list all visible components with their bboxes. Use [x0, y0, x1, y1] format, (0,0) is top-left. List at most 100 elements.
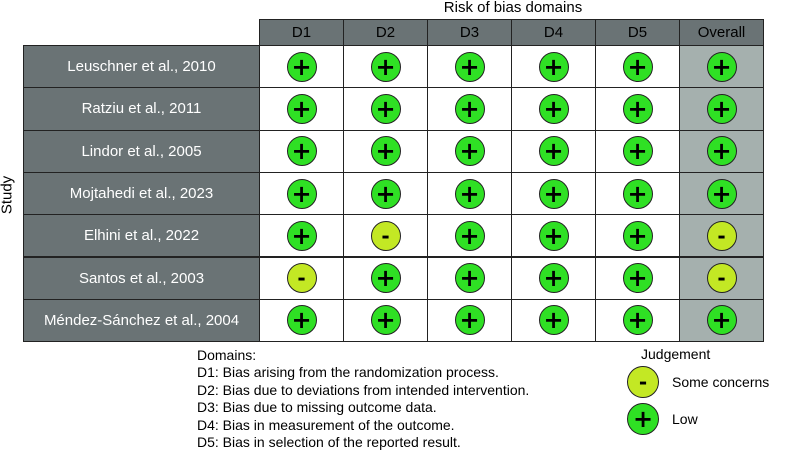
- low-risk-icon: +: [622, 93, 653, 124]
- low-risk-icon: +: [370, 263, 401, 294]
- low-risk-icon: +: [706, 178, 737, 209]
- study-row-label: Santos et al., 2003: [23, 256, 260, 300]
- y-axis-label: Study: [0, 175, 16, 215]
- low-risk-icon: +: [370, 178, 401, 209]
- low-risk-icon: +: [538, 136, 569, 167]
- low-risk-icon: +: [370, 305, 401, 336]
- plus-symbol: +: [375, 137, 396, 166]
- study-name: Santos et al., 2003: [78, 269, 205, 287]
- column-header-d2: D2: [343, 19, 428, 46]
- plus-symbol: +: [627, 94, 648, 123]
- low-risk-icon: +: [538, 305, 569, 336]
- legend-item-low: + Low: [627, 403, 698, 435]
- judgement-cell: -: [679, 214, 764, 258]
- judgement-cell: +: [427, 45, 512, 89]
- judgement-cell: +: [511, 214, 596, 258]
- plus-symbol: +: [627, 221, 648, 250]
- plus-symbol: +: [375, 264, 396, 293]
- judgement-cell: +: [511, 298, 596, 343]
- low-risk-icon: +: [622, 263, 653, 294]
- judgement-cell: +: [595, 256, 680, 300]
- judgement-cell: +: [679, 298, 764, 343]
- low-risk-icon: +: [538, 220, 569, 251]
- judgement-legend-title: Judgement: [641, 346, 711, 362]
- plus-symbol: +: [711, 137, 732, 166]
- low-risk-icon: +: [286, 178, 317, 209]
- legend-label-some-concerns: Some concerns: [672, 374, 770, 390]
- plus-symbol: +: [543, 306, 564, 335]
- study-row-label: Méndez-Sánchez et al., 2004: [23, 298, 260, 343]
- low-risk-icon: +: [286, 220, 317, 251]
- judgement-cell: +: [259, 87, 344, 131]
- plus-symbol: +: [291, 306, 312, 335]
- plus-symbol: +: [291, 179, 312, 208]
- domains-legend-item: D5: Bias in selection of the reported re…: [197, 434, 461, 451]
- plus-symbol: +: [291, 52, 312, 81]
- some-concerns-icon: -: [627, 366, 659, 398]
- judgement-cell: +: [511, 87, 596, 131]
- plus-symbol: +: [459, 306, 480, 335]
- plus-symbol: +: [291, 137, 312, 166]
- judgement-cell: +: [679, 87, 764, 131]
- judgement-legend: Judgement - Some concerns + Low: [627, 344, 787, 459]
- column-header-d4: D4: [511, 19, 596, 46]
- plus-symbol: +: [543, 52, 564, 81]
- column-header-d5: D5: [595, 19, 680, 46]
- judgement-cell: +: [259, 45, 344, 89]
- plus-symbol: +: [375, 179, 396, 208]
- judgement-cell: +: [427, 171, 512, 216]
- minus-symbol: -: [297, 266, 306, 291]
- study-name: Méndez-Sánchez et al., 2004: [43, 311, 240, 329]
- low-risk-icon: +: [538, 93, 569, 124]
- column-header-d1: D1: [259, 19, 344, 46]
- low-risk-icon: +: [538, 178, 569, 209]
- low-risk-icon: +: [454, 178, 485, 209]
- plus-symbol: +: [459, 137, 480, 166]
- plus-symbol: +: [459, 221, 480, 250]
- low-risk-icon: +: [454, 51, 485, 82]
- plus-symbol: +: [627, 264, 648, 293]
- study-name: Mojtahedi et al., 2023: [69, 185, 214, 203]
- plus-symbol: +: [459, 179, 480, 208]
- plus-symbol: +: [459, 94, 480, 123]
- low-risk-icon: +: [454, 305, 485, 336]
- plus-symbol: +: [375, 94, 396, 123]
- study-row-label: Ratziu et al., 2011: [23, 87, 260, 131]
- low-risk-icon: +: [622, 178, 653, 209]
- minus-symbol: -: [381, 223, 390, 248]
- low-risk-icon: +: [627, 403, 659, 435]
- judgement-cell: +: [343, 45, 428, 89]
- domains-legend: Domains: D1: Bias arising from the rando…: [197, 347, 529, 451]
- low-risk-icon: +: [622, 220, 653, 251]
- some-concerns-icon: -: [706, 220, 737, 251]
- judgement-cell: +: [259, 298, 344, 343]
- judgement-cell: +: [259, 171, 344, 216]
- column-header-overall: Overall: [679, 19, 764, 46]
- judgement-cell: +: [511, 129, 596, 173]
- judgement-cell: +: [427, 298, 512, 343]
- plus-symbol: +: [543, 221, 564, 250]
- judgement-cell: +: [343, 171, 428, 216]
- judgement-cell: -: [343, 214, 428, 258]
- minus-symbol: -: [638, 370, 648, 394]
- plus-symbol: +: [375, 306, 396, 335]
- judgement-cell: +: [679, 171, 764, 216]
- judgement-cell: +: [595, 87, 680, 131]
- legend-item-some-concerns: - Some concerns: [627, 366, 769, 398]
- judgement-cell: +: [343, 129, 428, 173]
- low-risk-icon: +: [286, 136, 317, 167]
- column-header-label: D1: [291, 24, 312, 41]
- study-row-label: Elhini et al., 2022: [23, 214, 260, 258]
- plus-symbol: +: [543, 137, 564, 166]
- judgement-cell: +: [427, 87, 512, 131]
- study-name: Elhini et al., 2022: [83, 227, 200, 245]
- low-risk-icon: +: [370, 51, 401, 82]
- low-risk-icon: +: [286, 51, 317, 82]
- judgement-cell: +: [427, 256, 512, 300]
- plus-symbol: +: [627, 52, 648, 81]
- study-name: Lindor et al., 2005: [81, 142, 202, 160]
- low-risk-icon: +: [370, 136, 401, 167]
- low-risk-icon: +: [706, 51, 737, 82]
- low-risk-icon: +: [454, 93, 485, 124]
- some-concerns-icon: -: [370, 220, 401, 251]
